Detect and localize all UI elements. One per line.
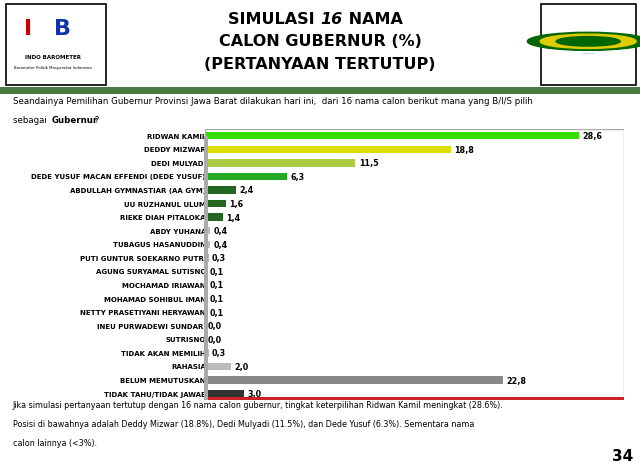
Bar	[205, 241, 210, 249]
Text: ?: ?	[92, 116, 99, 125]
Text: 28,6: 28,6	[583, 132, 603, 141]
Bar	[205, 133, 579, 140]
Bar	[205, 200, 226, 208]
Text: 16: 16	[320, 12, 342, 26]
Text: 11,5: 11,5	[359, 159, 378, 168]
Text: TUBAGUS HASANUDDIN: TUBAGUS HASANUDDIN	[113, 242, 206, 248]
Text: 1,6: 1,6	[229, 200, 243, 209]
Bar	[0, 88, 640, 95]
Bar	[205, 282, 206, 289]
Text: 34: 34	[612, 448, 634, 463]
Text: TIDAK AKAN MEMILIH: TIDAK AKAN MEMILIH	[122, 350, 206, 356]
Text: 0,4: 0,4	[213, 227, 227, 236]
Text: DEDE YUSUF MACAN EFFENDI (DEDE YUSUF): DEDE YUSUF MACAN EFFENDI (DEDE YUSUF)	[31, 174, 206, 180]
Bar	[205, 376, 504, 384]
Bar	[205, 268, 206, 275]
Text: 6,3: 6,3	[291, 173, 305, 181]
Circle shape	[556, 38, 620, 47]
Text: Gubernur: Gubernur	[52, 116, 98, 125]
Text: 3,0: 3,0	[248, 389, 262, 398]
Text: sebagai: sebagai	[13, 116, 49, 125]
Bar	[205, 363, 231, 370]
Text: SIMULASI: SIMULASI	[228, 12, 320, 26]
Text: 0,1: 0,1	[209, 294, 223, 303]
Text: ABDULLAH GYMNASTIAR (AA GYM): ABDULLAH GYMNASTIAR (AA GYM)	[70, 188, 206, 194]
Text: 2,4: 2,4	[239, 186, 254, 195]
Bar	[205, 255, 209, 262]
Circle shape	[527, 33, 640, 51]
Bar	[541, 5, 636, 85]
Text: Seandainya Pemilihan Gubernur Provinsi Jawa Barat dilakukan hari ini,  dari 16 n: Seandainya Pemilihan Gubernur Provinsi J…	[13, 97, 532, 106]
Bar	[204, 137, 208, 407]
Bar	[205, 214, 223, 221]
Text: 0,0: 0,0	[208, 321, 222, 331]
Text: MOCHAMAD IRIAWAN: MOCHAMAD IRIAWAN	[122, 282, 206, 288]
Text: 18,8: 18,8	[454, 145, 474, 155]
Text: NAMA: NAMA	[343, 12, 403, 26]
Text: BELUM MEMUTUSKAN: BELUM MEMUTUSKAN	[120, 377, 206, 383]
Text: 2,0: 2,0	[234, 362, 248, 371]
Bar	[205, 309, 206, 316]
Text: 0,1: 0,1	[209, 281, 223, 290]
Text: RAHASIA: RAHASIA	[172, 363, 206, 369]
Text: 0,0: 0,0	[208, 335, 222, 344]
Bar	[205, 295, 206, 303]
Text: MOHAMAD SOHIBUL IMAN: MOHAMAD SOHIBUL IMAN	[104, 296, 206, 302]
Text: 0,3: 0,3	[212, 349, 226, 357]
Text: INDO BAROMETER: INDO BAROMETER	[25, 55, 81, 59]
Text: INEU PURWADEWI SUNDARI: INEU PURWADEWI SUNDARI	[97, 323, 206, 329]
Text: B: B	[54, 19, 72, 38]
Bar	[205, 350, 209, 357]
Text: CALON GUBERNUR (%): CALON GUBERNUR (%)	[219, 34, 421, 49]
Text: RIEKE DIAH PITALOKA: RIEKE DIAH PITALOKA	[120, 215, 206, 221]
Text: NETTY PRASETIYANI HERYAWAN: NETTY PRASETIYANI HERYAWAN	[81, 309, 206, 315]
Text: 0,1: 0,1	[209, 308, 223, 317]
Circle shape	[540, 35, 636, 50]
Text: Posisi di bawahnya adalah Deddy Mizwar (18.8%), Dedi Mulyadi (11.5%), dan Dede Y: Posisi di bawahnya adalah Deddy Mizwar (…	[13, 419, 474, 428]
Text: ABDY YUHANA: ABDY YUHANA	[150, 228, 206, 234]
Text: PUTI GUNTUR SOEKARNO PUTRI: PUTI GUNTUR SOEKARNO PUTRI	[79, 255, 206, 261]
Text: DEDI MULYADI: DEDI MULYADI	[151, 161, 206, 167]
Text: SUTRISNO: SUTRISNO	[166, 337, 206, 343]
Text: Barometer Politik Masyarakat Indonesia: Barometer Politik Masyarakat Indonesia	[14, 66, 92, 70]
Text: 0,1: 0,1	[209, 267, 223, 276]
Text: (PERTANYAAN TERTUTUP): (PERTANYAAN TERTUTUP)	[204, 57, 436, 72]
Text: DEDDY MIZWAR: DEDDY MIZWAR	[144, 147, 206, 153]
Bar	[205, 397, 624, 400]
Bar	[205, 130, 624, 400]
Text: RIDWAN KAMIL: RIDWAN KAMIL	[147, 133, 206, 139]
Bar	[205, 146, 451, 154]
Text: ~~~: ~~~	[581, 50, 595, 56]
Bar	[205, 173, 287, 181]
Text: calon lainnya (<3%).: calon lainnya (<3%).	[13, 438, 97, 447]
Bar	[6, 5, 106, 85]
Bar	[205, 187, 236, 194]
Bar	[205, 227, 210, 235]
Bar	[205, 160, 355, 167]
Text: AGUNG SURYAMAL SUTISNO: AGUNG SURYAMAL SUTISNO	[95, 269, 206, 275]
Text: 22,8: 22,8	[507, 375, 527, 385]
Text: 0,3: 0,3	[212, 254, 226, 263]
Text: TIDAK TAHU/TIDAK JAWAB: TIDAK TAHU/TIDAK JAWAB	[104, 391, 206, 397]
Text: 1,4: 1,4	[227, 213, 241, 222]
Text: 0,4: 0,4	[213, 240, 227, 249]
Bar	[205, 390, 244, 397]
Text: Jika simulasi pertanyaan tertutup dengan 16 nama calon gubernur, tingkat keterpi: Jika simulasi pertanyaan tertutup dengan…	[13, 400, 504, 409]
Text: UU RUZHANUL ULUM: UU RUZHANUL ULUM	[124, 201, 206, 207]
Text: I: I	[24, 19, 33, 38]
